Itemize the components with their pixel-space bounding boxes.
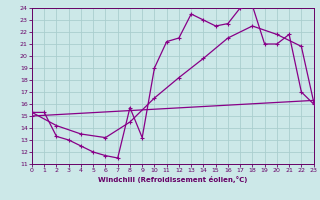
X-axis label: Windchill (Refroidissement éolien,°C): Windchill (Refroidissement éolien,°C) xyxy=(98,176,247,183)
